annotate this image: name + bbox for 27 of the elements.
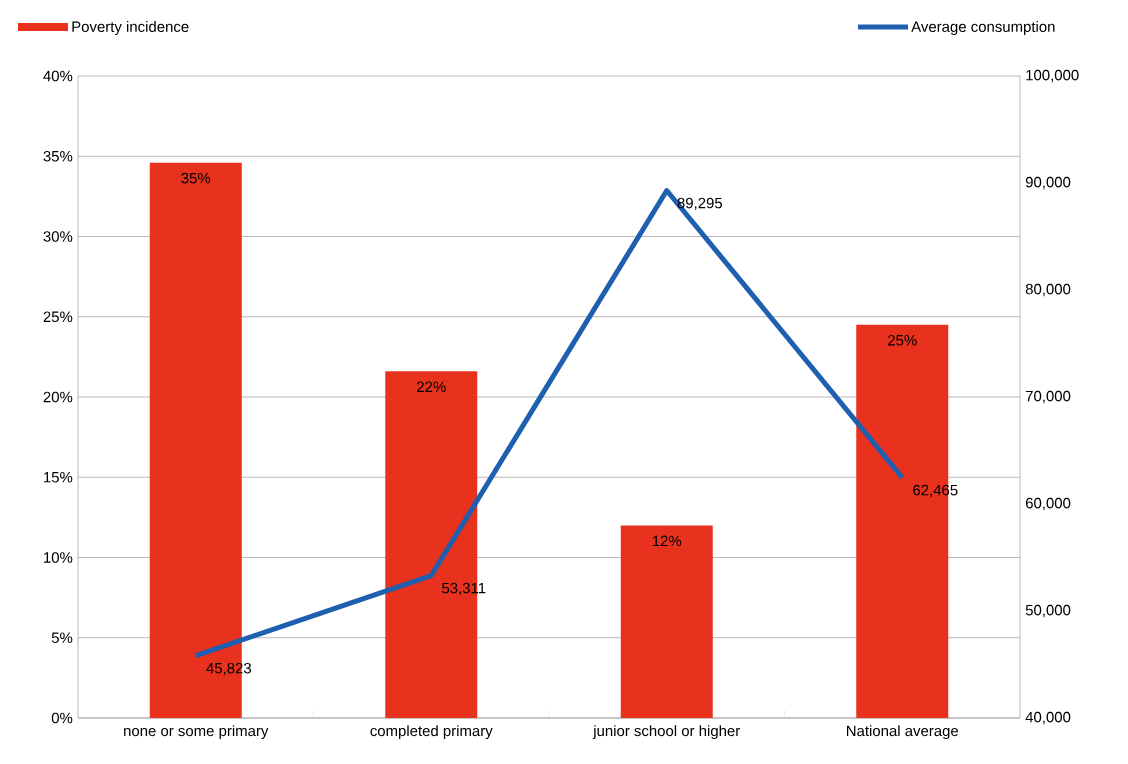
y-tick-label: 15% [44,471,73,483]
data-label: 12% [652,535,682,547]
y2-tick-label: 90,000 [1025,176,1071,190]
y-tick-label: 25% [43,311,73,323]
y2-tick-label: 70,000 [1025,390,1071,404]
y-tick-label: 10% [44,552,73,563]
y-tick-label: 40% [43,70,73,82]
data-label: 25% [888,334,917,346]
y2-tick-label: 50,000 [1025,604,1071,618]
legend-label: Average consumption [911,21,1055,35]
x-tick-label: junior school or higher [592,725,740,740]
data-label: 35% [181,172,211,184]
y-tick-label: 5% [51,632,73,643]
y2-tick-label: 80,000 [1025,283,1071,297]
y2-tick-label: 100,000 [1026,69,1079,83]
y2-tick-label: 40,000 [1025,711,1071,725]
legend-label: Poverty incidence [72,21,189,35]
data-label: 22% [417,381,446,393]
bar [620,525,713,718]
y-tick-label: 0% [51,712,73,724]
y2-tick-label: 60,000 [1025,497,1071,511]
y-tick-label: 35% [43,150,73,162]
x-tick-label: National average [846,725,959,740]
y-tick-label: 30% [43,231,73,242]
x-tick-label: completed primary [370,725,493,740]
y-tick-label: 20% [43,391,73,403]
x-tick-label: none or some primary [124,725,269,740]
